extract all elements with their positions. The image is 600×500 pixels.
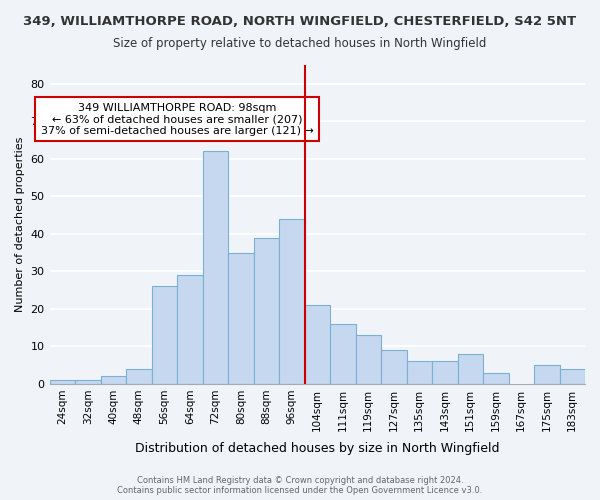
Bar: [356, 335, 381, 384]
Bar: [50, 380, 75, 384]
Bar: [228, 252, 254, 384]
Bar: [381, 350, 407, 384]
Bar: [305, 305, 330, 384]
Bar: [177, 275, 203, 384]
Bar: [152, 286, 177, 384]
Bar: [254, 238, 279, 384]
Text: Contains HM Land Registry data © Crown copyright and database right 2024.
Contai: Contains HM Land Registry data © Crown c…: [118, 476, 482, 495]
Bar: [279, 219, 305, 384]
Bar: [75, 380, 101, 384]
Bar: [126, 369, 152, 384]
Y-axis label: Number of detached properties: Number of detached properties: [15, 137, 25, 312]
Bar: [407, 362, 432, 384]
Text: 349 WILLIAMTHORPE ROAD: 98sqm
← 63% of detached houses are smaller (207)
37% of : 349 WILLIAMTHORPE ROAD: 98sqm ← 63% of d…: [41, 102, 313, 136]
Bar: [458, 354, 483, 384]
Bar: [432, 362, 458, 384]
Bar: [101, 376, 126, 384]
Bar: [330, 324, 356, 384]
Text: Size of property relative to detached houses in North Wingfield: Size of property relative to detached ho…: [113, 38, 487, 51]
Bar: [483, 372, 509, 384]
Bar: [534, 365, 560, 384]
Bar: [203, 152, 228, 384]
Bar: [560, 369, 585, 384]
X-axis label: Distribution of detached houses by size in North Wingfield: Distribution of detached houses by size …: [135, 442, 500, 455]
Text: 349, WILLIAMTHORPE ROAD, NORTH WINGFIELD, CHESTERFIELD, S42 5NT: 349, WILLIAMTHORPE ROAD, NORTH WINGFIELD…: [23, 15, 577, 28]
